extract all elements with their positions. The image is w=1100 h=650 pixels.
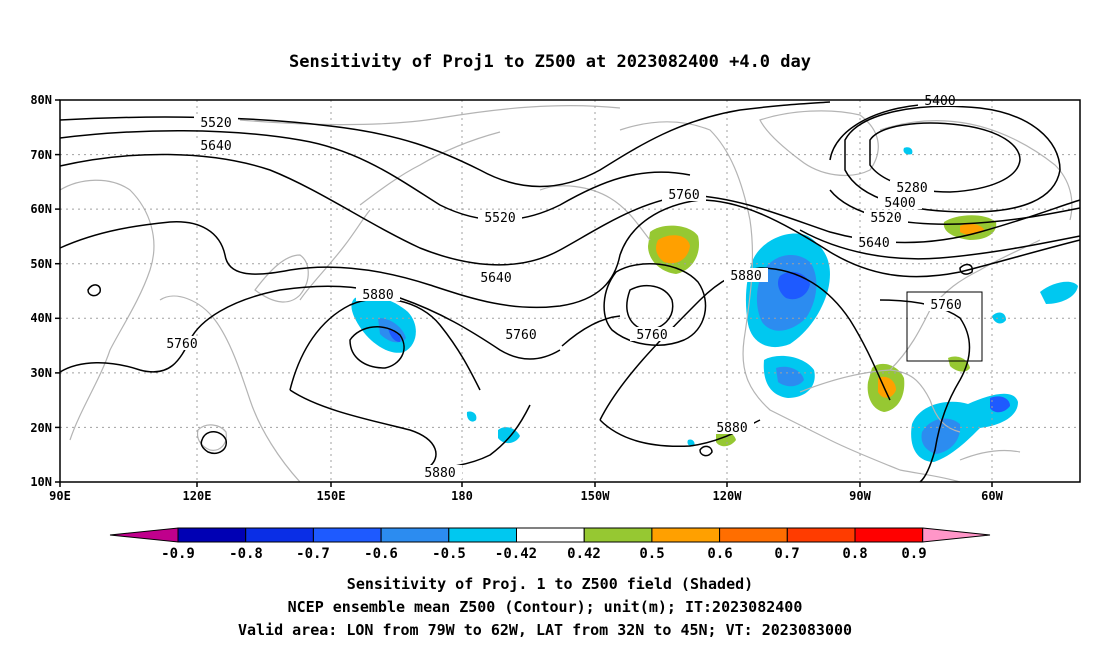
- colorbar-seg-3: [313, 528, 381, 542]
- clabel-5520-c: 5520: [484, 211, 515, 226]
- lon-label-150w: 150W: [581, 489, 611, 503]
- clabel-5520-w: 5520: [200, 116, 231, 131]
- clabel-5400-e: 5400: [884, 196, 915, 211]
- lon-label-150e: 150E: [317, 489, 346, 503]
- colorbar-tri-right: [923, 528, 990, 542]
- lon-label-90w: 90W: [849, 489, 871, 503]
- colorbar-seg-7: [584, 528, 652, 542]
- lon-label-180: 180: [451, 489, 473, 503]
- caption-line-3: Valid area: LON from 79W to 62W, LAT fro…: [238, 621, 852, 639]
- colorbar-label-9: 0.6: [707, 546, 732, 562]
- clabel-5640-e: 5640: [858, 236, 889, 251]
- colorbar-label-1: -0.9: [161, 546, 195, 562]
- colorbar-label-12: 0.9: [901, 546, 926, 562]
- colorbar-tri-left: [110, 528, 178, 542]
- colorbar-label-11: 0.8: [842, 546, 867, 562]
- lat-label-10n: 10N: [30, 475, 52, 489]
- lat-label-50n: 50N: [30, 257, 52, 271]
- colorbar-seg-10: [787, 528, 855, 542]
- lat-label-80n: 80N: [30, 93, 52, 107]
- colorbar-label-4: -0.6: [364, 546, 398, 562]
- clabel-5880-s: 5880: [716, 421, 747, 436]
- colorbar-label-10: 0.7: [774, 546, 799, 562]
- colorbar-seg-6: [517, 528, 585, 542]
- caption-line-1: Sensitivity of Proj. 1 to Z500 field (Sh…: [347, 575, 753, 593]
- colorbar-labels: -0.9 -0.8 -0.7 -0.6 -0.5 -0.42 0.42 0.5 …: [161, 546, 927, 562]
- clabel-5280-e: 5280: [896, 181, 927, 196]
- clabel-5880-c: 5880: [730, 269, 761, 284]
- colorbar-label-7: 0.42: [567, 546, 601, 562]
- colorbar-seg-2: [246, 528, 314, 542]
- colorbar-label-5: -0.5: [432, 546, 466, 562]
- lat-labels: 80N 70N 60N 50N 40N 30N 20N 10N: [30, 93, 52, 489]
- clabel-5880-w: 5880: [362, 288, 393, 303]
- colorbar-label-8: 0.5: [639, 546, 664, 562]
- colorbar-seg-4: [381, 528, 449, 542]
- lon-label-120e: 120E: [183, 489, 212, 503]
- colorbar-label-6: -0.42: [495, 546, 537, 562]
- colorbar-seg-5: [449, 528, 517, 542]
- lat-label-30n: 30N: [30, 366, 52, 380]
- sensitivity-map-figure: Sensitivity of Proj1 to Z500 at 20230824…: [0, 0, 1100, 650]
- lon-label-90e: 90E: [49, 489, 71, 503]
- clabel-5760-c1: 5760: [505, 328, 536, 343]
- colorbar: [110, 528, 990, 542]
- clabel-5880-b: 5880: [424, 466, 455, 481]
- lat-label-40n: 40N: [30, 311, 52, 325]
- lat-label-70n: 70N: [30, 148, 52, 162]
- clabel-5520-e: 5520: [870, 211, 901, 226]
- figure-title: Sensitivity of Proj1 to Z500 at 20230824…: [289, 52, 811, 72]
- clabel-5760-e: 5760: [930, 298, 961, 313]
- lon-label-60w: 60W: [981, 489, 1003, 503]
- clabel-5640-c: 5640: [480, 271, 511, 286]
- colorbar-seg-11: [855, 528, 923, 542]
- colorbar-seg-9: [720, 528, 788, 542]
- clabel-5760-w: 5760: [166, 337, 197, 352]
- colorbar-seg-1: [178, 528, 246, 542]
- clabel-5400-top: 5400: [924, 94, 955, 109]
- clabel-5640-w: 5640: [200, 139, 231, 154]
- clabel-5760-c2: 5760: [636, 328, 667, 343]
- lon-label-120w: 120W: [713, 489, 743, 503]
- lat-label-60n: 60N: [30, 202, 52, 216]
- lon-labels: 90E 120E 150E 180 150W 120W 90W 60W: [49, 489, 1003, 503]
- caption-line-2: NCEP ensemble mean Z500 (Contour); unit(…: [288, 598, 803, 616]
- colorbar-label-2: -0.8: [229, 546, 263, 562]
- clabel-5760-nc: 5760: [668, 188, 699, 203]
- colorbar-label-3: -0.7: [296, 546, 330, 562]
- lat-label-20n: 20N: [30, 421, 52, 435]
- colorbar-seg-8: [652, 528, 720, 542]
